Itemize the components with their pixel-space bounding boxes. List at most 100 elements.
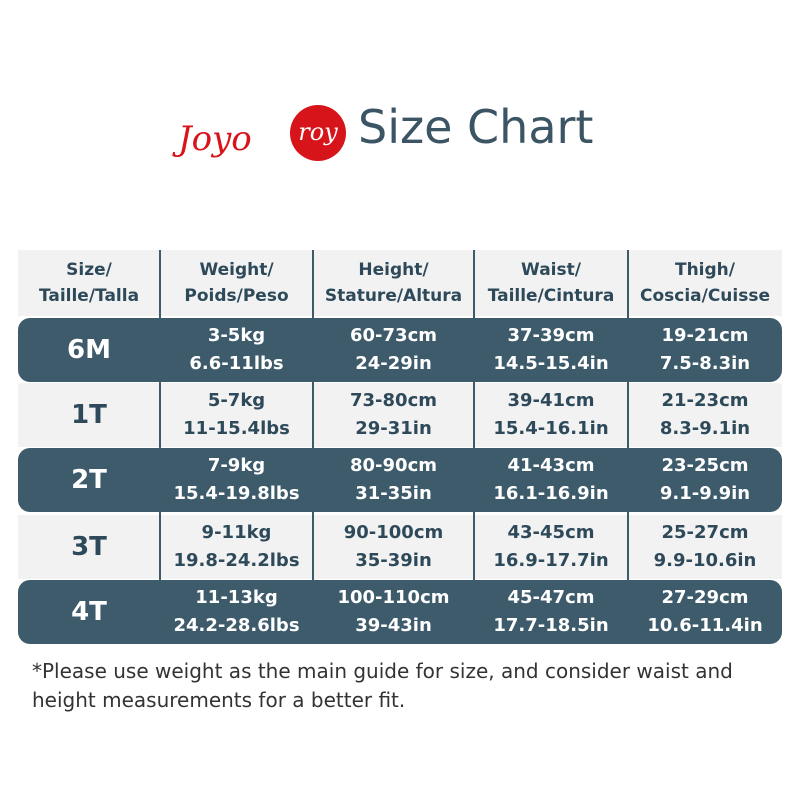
header-text: Weight/ <box>199 260 274 280</box>
value-cell: 41-43cm 16.1-16.9in <box>474 448 628 512</box>
value-cell: 60-73cm 24-29in <box>313 318 474 382</box>
logo-text: roy <box>298 118 338 146</box>
size-cell: 6M <box>18 318 160 382</box>
size-cell: 2T <box>18 448 160 512</box>
value-cell: 45-47cm 17.7-18.5in <box>474 580 628 644</box>
value-text: 3-5kg <box>207 325 266 346</box>
size-text: 6M <box>67 335 111 365</box>
value-cell: 7-9kg 15.4-19.8lbs <box>160 448 313 512</box>
header-cell: Weight/Poids/Peso <box>160 250 313 316</box>
value-text: 27-29cm <box>661 587 749 608</box>
value-text: 60-73cm <box>350 325 437 346</box>
value-text: 73-80cm <box>350 390 437 411</box>
logo: Joyo roy <box>172 105 346 161</box>
value-text: 9.1-9.9in <box>659 483 751 504</box>
value-text: 17.7-18.5in <box>493 615 609 636</box>
value-text: 19.8-24.2lbs <box>173 550 300 571</box>
header-row-bg <box>18 250 782 316</box>
column-divider <box>159 250 161 644</box>
size-cell: 4T <box>18 580 160 644</box>
value-cell: 21-23cm 8.3-9.1in <box>628 383 782 447</box>
value-text: 10.6-11.4in <box>647 615 763 636</box>
header-text: Coscia/Cuisse <box>639 286 771 306</box>
header-text: Size/ <box>66 260 112 280</box>
header-cell: Thigh/Coscia/Cuisse <box>628 250 782 316</box>
logo-text: Joyo <box>172 119 252 159</box>
value-text: 6.6-11lbs <box>189 353 284 374</box>
row-bg <box>18 515 782 579</box>
value-cell: 73-80cm 29-31in <box>313 383 474 447</box>
value-text: 14.5-15.4in <box>493 353 609 374</box>
value-cell: 3-5kg 6.6-11lbs <box>160 318 313 382</box>
value-cell: 27-29cm 10.6-11.4in <box>628 580 782 644</box>
value-cell: 5-7kg 11-15.4lbs <box>160 383 313 447</box>
column-divider <box>312 250 314 644</box>
value-text: 24-29in <box>355 353 432 374</box>
value-text: 39-41cm <box>507 390 595 411</box>
value-text: 90-100cm <box>343 522 444 543</box>
row-bg <box>18 318 782 382</box>
value-text: 100-110cm <box>337 587 450 608</box>
value-text: 31-35in <box>355 483 432 504</box>
footnote: *Please use weight as the main guide for… <box>32 659 733 712</box>
value-text: 15.4-19.8lbs <box>173 483 300 504</box>
header-text: Thigh/ <box>674 260 735 280</box>
header-text: Poids/Peso <box>184 286 289 306</box>
column-divider <box>473 250 475 644</box>
value-cell: 11-13kg 24.2-28.6lbs <box>160 580 313 644</box>
value-text: 43-45cm <box>507 522 595 543</box>
header-text: Stature/Altura <box>324 286 463 306</box>
value-text: 80-90cm <box>350 455 437 476</box>
header-cell: Height/Stature/Altura <box>313 250 474 316</box>
size-text: 4T <box>71 597 107 627</box>
value-cell: 25-27cm 9.9-10.6in <box>628 515 782 579</box>
value-text: 45-47cm <box>507 587 595 608</box>
column-divider <box>627 250 629 644</box>
value-text: 8.3-9.1in <box>659 418 751 439</box>
value-cell: 43-45cm 16.9-17.7in <box>474 515 628 579</box>
size-text: 2T <box>71 465 107 495</box>
value-text: 5-7kg <box>207 390 266 411</box>
value-text: 41-43cm <box>507 455 595 476</box>
size-text: 1T <box>71 400 107 430</box>
header-text: Taille/Talla <box>38 286 140 306</box>
value-text: 37-39cm <box>507 325 595 346</box>
value-text: 11-13kg <box>195 587 278 608</box>
row-bg <box>18 383 782 447</box>
value-cell: 39-41cm 15.4-16.1in <box>474 383 628 447</box>
value-text: 39-43in <box>355 615 432 636</box>
value-text: 23-25cm <box>661 455 749 476</box>
logo-circle <box>290 105 346 161</box>
value-text: 7.5-8.3in <box>659 353 751 374</box>
value-cell: 80-90cm 31-35in <box>313 448 474 512</box>
value-cell: 19-21cm 7.5-8.3in <box>628 318 782 382</box>
header-cell: Waist/Taille/Cintura <box>474 250 628 316</box>
value-cell: 90-100cm 35-39in <box>313 515 474 579</box>
row-bg <box>18 448 782 512</box>
value-text: 16.1-16.9in <box>493 483 609 504</box>
value-text: 9-11kg <box>201 522 272 543</box>
row-bg <box>18 580 782 644</box>
value-text: 21-23cm <box>661 390 749 411</box>
header-text: Waist/ <box>521 260 581 280</box>
value-cell: 9-11kg 19.8-24.2lbs <box>160 515 313 579</box>
value-text: 11-15.4lbs <box>183 418 290 439</box>
value-text: 25-27cm <box>661 522 749 543</box>
header-text: Taille/Cintura <box>487 286 615 306</box>
value-text: 24.2-28.6lbs <box>173 615 300 636</box>
value-cell: 100-110cm 39-43in <box>313 580 474 644</box>
value-cell: 23-25cm 9.1-9.9in <box>628 448 782 512</box>
size-cell: 1T <box>18 383 160 447</box>
value-text: 19-21cm <box>661 325 749 346</box>
value-text: 15.4-16.1in <box>493 418 609 439</box>
value-text: 29-31in <box>355 418 432 439</box>
value-text: 35-39in <box>355 550 432 571</box>
value-text: 16.9-17.7in <box>493 550 609 571</box>
value-text: 9.9-10.6in <box>653 550 757 571</box>
size-text: 3T <box>71 532 107 562</box>
header-cell: Size/Taille/Talla <box>18 250 160 316</box>
value-cell: 37-39cm 14.5-15.4in <box>474 318 628 382</box>
header-text: Height/ <box>358 260 429 280</box>
